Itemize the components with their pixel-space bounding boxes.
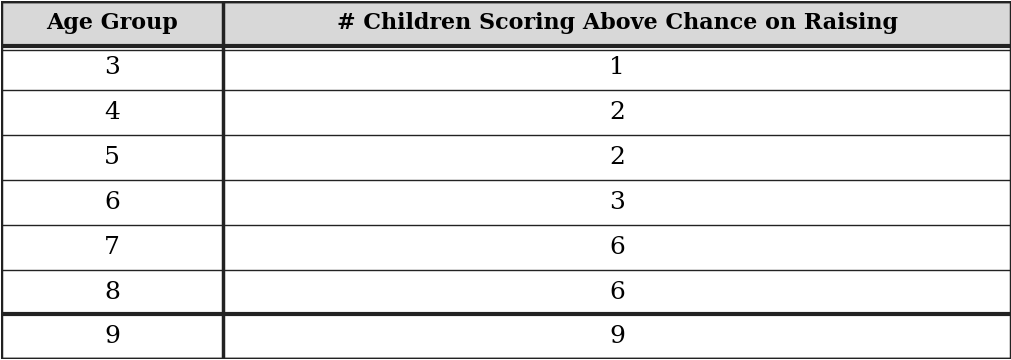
Text: 4: 4 (104, 101, 119, 124)
Text: 7: 7 (104, 236, 119, 259)
Bar (222, 315, 1010, 359)
Text: 2: 2 (609, 101, 625, 124)
Bar (222, 90, 1010, 135)
Bar (1, 135, 222, 180)
Text: 3: 3 (104, 57, 119, 80)
Text: 6: 6 (609, 280, 625, 303)
Text: 9: 9 (104, 325, 119, 348)
Text: 6: 6 (104, 191, 119, 214)
Text: 1: 1 (609, 57, 625, 80)
Bar (222, 180, 1010, 225)
Bar (1, 225, 222, 270)
Text: 2: 2 (609, 146, 625, 169)
Bar (222, 45, 1010, 90)
Bar (1, 45, 222, 90)
Bar (222, 135, 1010, 180)
Text: 6: 6 (609, 236, 625, 259)
Text: 9: 9 (609, 325, 625, 348)
Text: # Children Scoring Above Chance on Raising: # Children Scoring Above Chance on Raisi… (337, 12, 897, 34)
Text: 3: 3 (609, 191, 625, 214)
Bar (1, 315, 222, 359)
Bar (1, 90, 222, 135)
Text: 5: 5 (104, 146, 119, 169)
Bar (222, 270, 1010, 315)
Bar (1, 1, 1010, 45)
Text: 8: 8 (104, 280, 119, 303)
Bar (1, 270, 222, 315)
Bar (222, 225, 1010, 270)
Text: Age Group: Age Group (45, 12, 178, 34)
Bar (1, 180, 222, 225)
